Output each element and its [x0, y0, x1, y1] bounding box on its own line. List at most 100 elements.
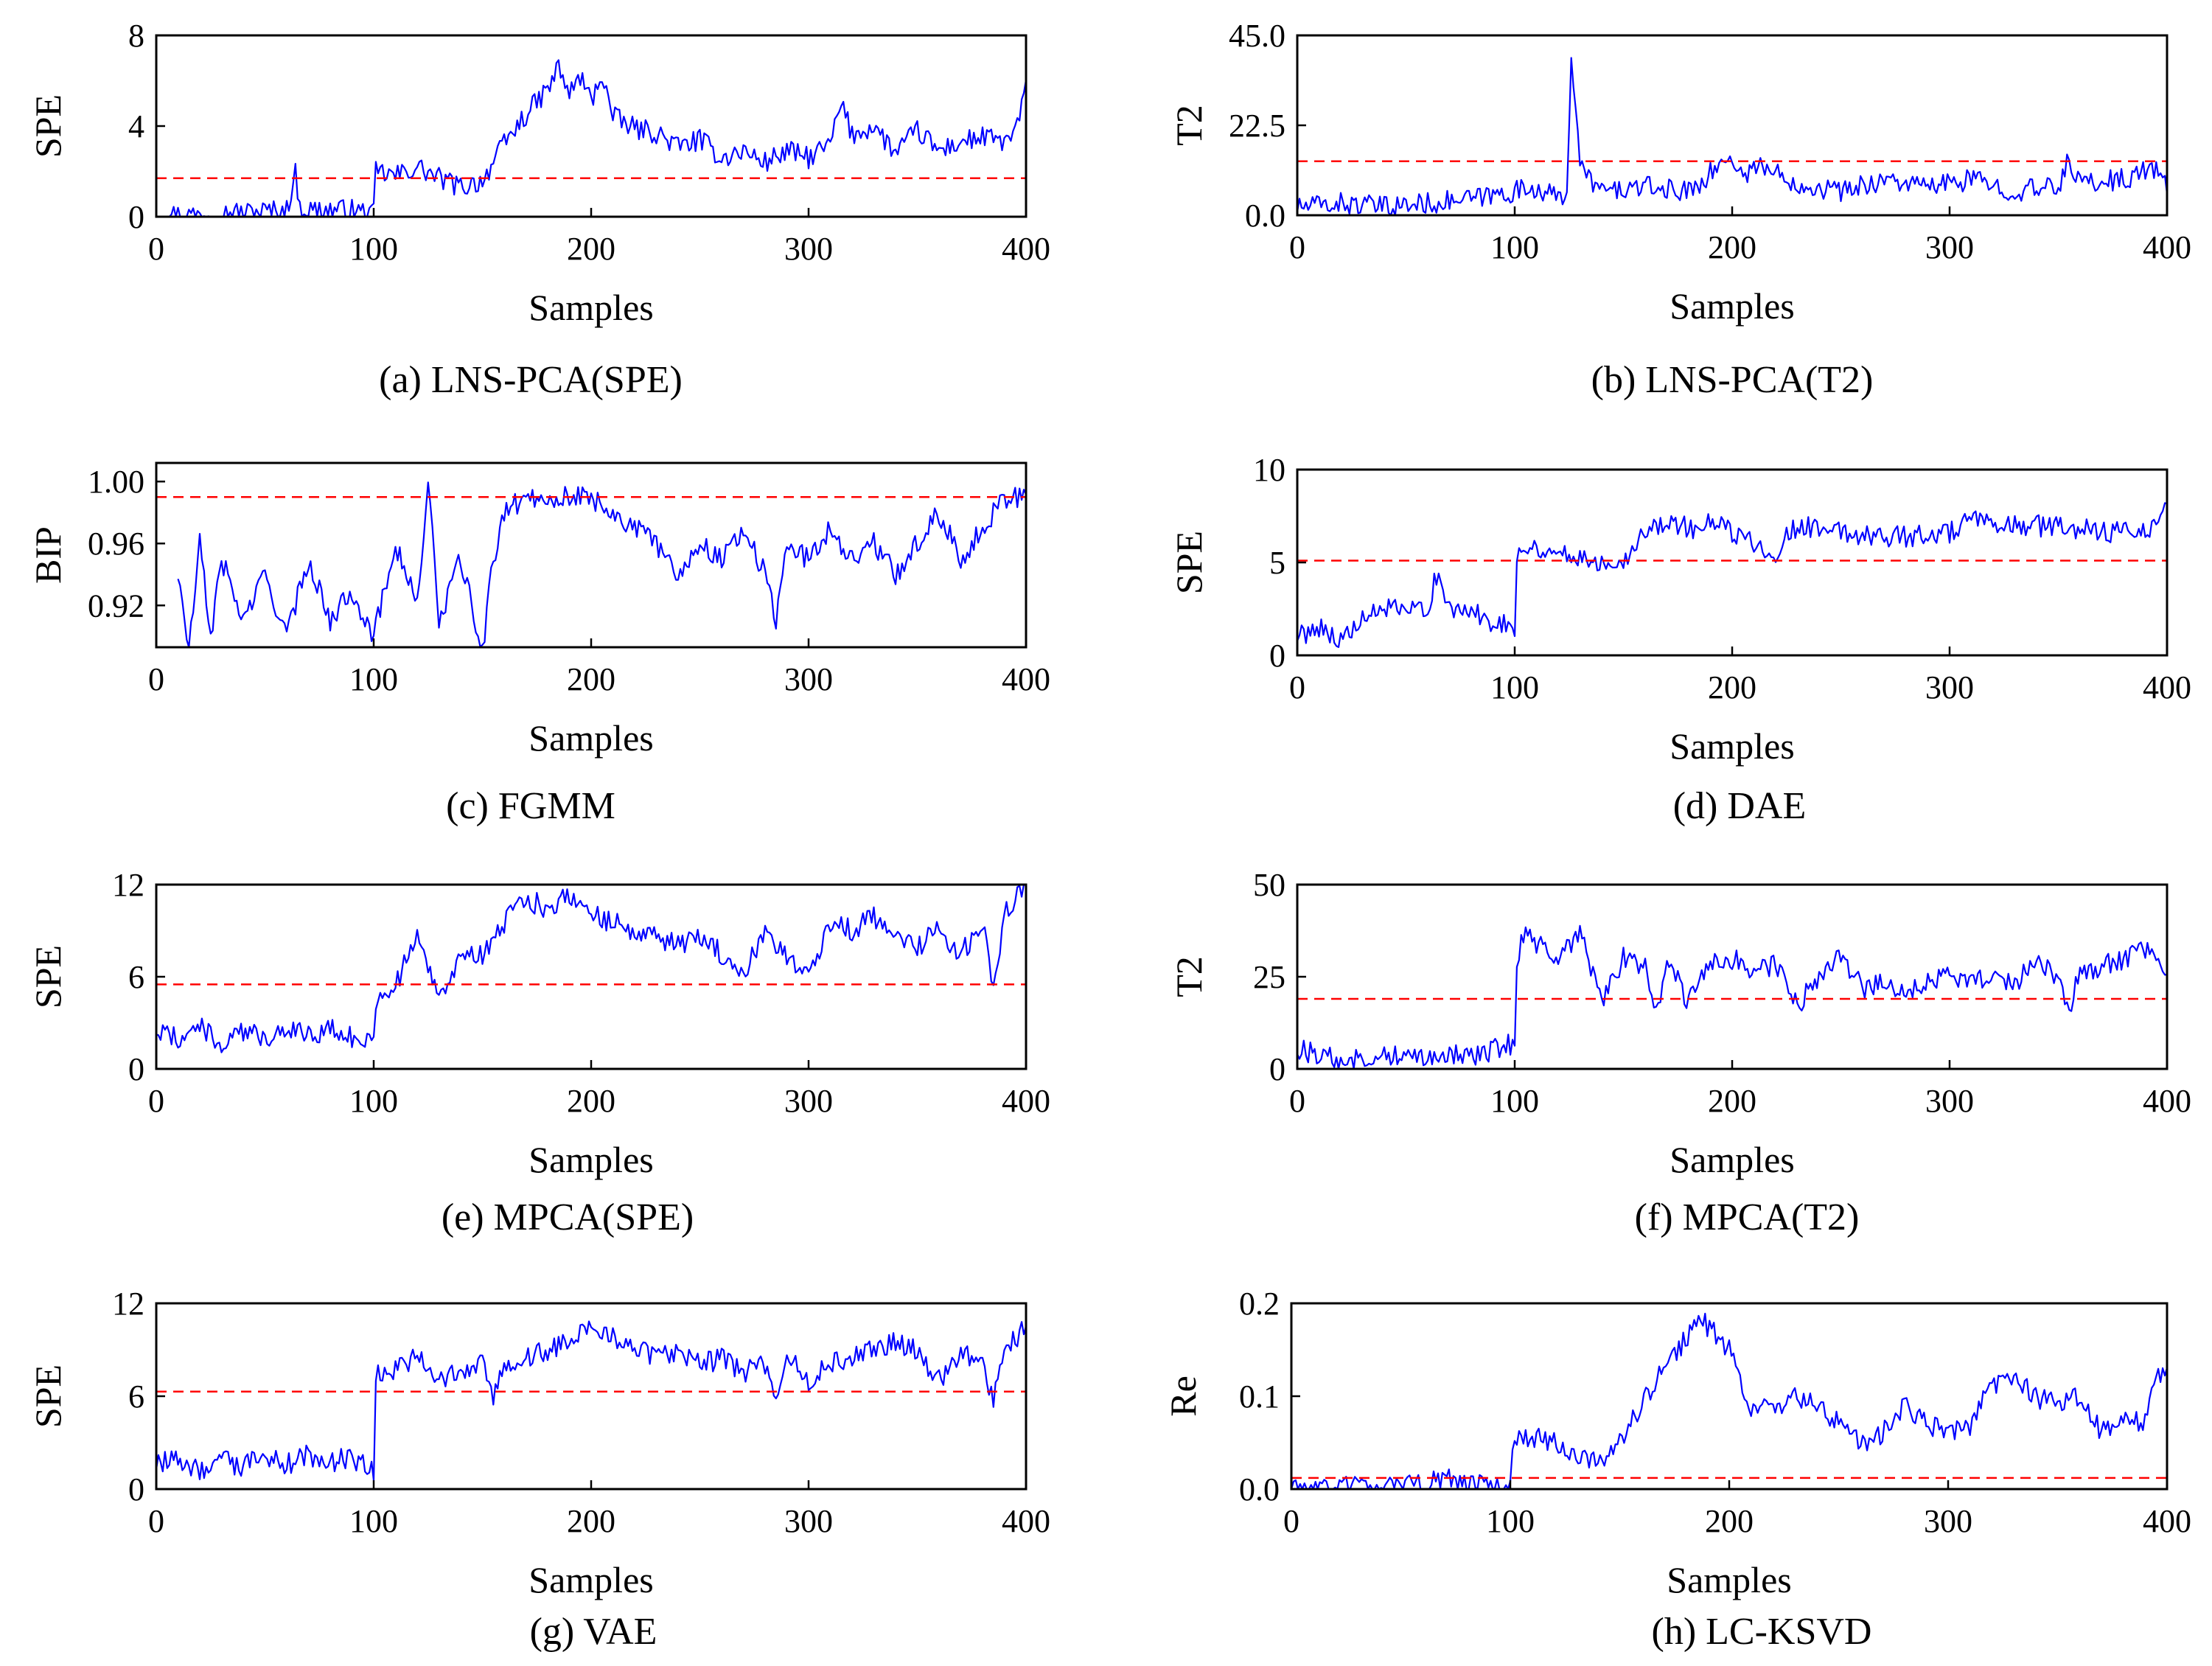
- panel-f-xlabel: Samples: [1670, 1139, 1794, 1180]
- panel-a-xtick-label: 0: [148, 231, 164, 267]
- panel-b-ytick-label: 45.0: [1229, 18, 1285, 54]
- panel-c-xtick-label: 400: [1002, 661, 1050, 697]
- panel-e-caption: (e) MPCA(SPE): [442, 1196, 694, 1238]
- panel-h-xtick-label: 200: [1705, 1503, 1754, 1539]
- panel-d-xtick-label: 0: [1289, 669, 1305, 705]
- panel-e-xtick-label: 400: [1002, 1083, 1050, 1119]
- panel-g-ylabel: SPE: [27, 1364, 69, 1428]
- panel-g-xtick-label: 300: [784, 1503, 833, 1539]
- panel-h-xtick-label: 300: [1924, 1503, 1972, 1539]
- panel-f-ylabel: T2: [1168, 956, 1210, 997]
- panel-b-xtick-label: 400: [2143, 229, 2191, 265]
- panel-b-xtick-label: 100: [1490, 229, 1539, 265]
- panel-b: (b) LNS-PCA(T2) 0 100 200 300 400 0.0 22.5 45.0…: [1168, 18, 2191, 401]
- panel-h-xlabel: Samples: [1667, 1559, 1791, 1600]
- panel-a-xtick-label: 400: [1002, 231, 1050, 267]
- panel-g-plot-frame: [155, 1302, 1028, 1491]
- panel-e: (e) MPCA(SPE) 0 100 200 300 400 0 6 12 Samples SP…: [27, 867, 1050, 1238]
- panel-g-xlabel: Samples: [528, 1559, 653, 1600]
- panel-f: (f) MPCA(T2) 0 100 200 300 400 0 25 50 Samples T2: [1168, 867, 2191, 1238]
- panel-h-series-line: [1291, 1312, 2167, 1489]
- panel-d-ytick-label: 10: [1253, 452, 1285, 488]
- panel-f-xtick-label: 300: [1925, 1083, 1974, 1119]
- panel-c-xlabel: Samples: [528, 717, 653, 759]
- panel-a-xtick-label: 100: [349, 231, 398, 267]
- panel-h-ylabel: Re: [1162, 1376, 1204, 1417]
- panel-g-series-line: [156, 1320, 1026, 1482]
- panel-d-xlabel: Samples: [1670, 725, 1794, 767]
- panel-b-xtick-label: 0: [1289, 229, 1305, 265]
- panel-a-ylabel: SPE: [27, 94, 69, 158]
- panel-c: (c) FGMM 0 100 200 300 400 0.92 0.96 1.00 Sample…: [27, 461, 1050, 827]
- panel-a-plot-frame: [155, 34, 1028, 218]
- panel-c-ytick-label: 0.92: [88, 588, 144, 624]
- panel-e-ylabel: SPE: [27, 945, 69, 1008]
- panel-h-xtick-label: 400: [2143, 1503, 2191, 1539]
- panel-f-ytick-label: 50: [1253, 867, 1285, 903]
- panel-h-ytick-label: 0.2: [1239, 1286, 1280, 1322]
- panel-b-caption: (b) LNS-PCA(T2): [1591, 359, 1874, 401]
- panel-h: (h) LC-KSVD 0 100 200 300 400 0.0 0.1 0.2 Sample…: [1162, 1286, 2191, 1653]
- panel-g-xtick-label: 200: [567, 1503, 615, 1539]
- panel-d-ytick-label: 5: [1269, 545, 1285, 581]
- panel-c-caption: (c) FGMM: [446, 785, 615, 827]
- panel-f-xtick-label: 200: [1708, 1083, 1756, 1119]
- panel-f-ytick-label: 0: [1269, 1051, 1285, 1087]
- panel-e-xtick-label: 300: [784, 1083, 833, 1119]
- panel-c-ytick-label: 0.96: [88, 526, 144, 562]
- panel-d-xtick-label: 400: [2143, 669, 2191, 705]
- panel-e-xlabel: Samples: [528, 1139, 653, 1180]
- panel-a-xlabel: Samples: [528, 287, 653, 328]
- panel-e-xtick-label: 200: [567, 1083, 615, 1119]
- panel-d-ylabel: SPE: [1168, 531, 1210, 594]
- panel-e-xtick-label: 0: [148, 1083, 164, 1119]
- panel-d-xtick-label: 300: [1925, 669, 1974, 705]
- panel-a-xtick-label: 300: [784, 231, 833, 267]
- panel-b-ytick-label: 0.0: [1245, 198, 1285, 234]
- panel-c-ytick-label: 1.00: [88, 464, 144, 500]
- panel-f-series-line: [1297, 924, 2167, 1069]
- panel-e-ytick-label: 0: [128, 1051, 144, 1087]
- panel-h-ytick-label: 0.1: [1239, 1379, 1280, 1415]
- panel-a-caption: (a) LNS-PCA(SPE): [379, 359, 683, 401]
- panel-f-ytick-label: 25: [1253, 959, 1285, 995]
- panel-f-plot-frame: [1296, 883, 2169, 1070]
- panel-c-ylabel: BIP: [27, 526, 69, 584]
- panel-a-xtick-label: 200: [567, 231, 615, 267]
- panel-g-xtick-label: 400: [1002, 1503, 1050, 1539]
- panel-c-xtick-label: 100: [349, 661, 398, 697]
- panel-g-ytick-label: 6: [128, 1379, 144, 1415]
- panel-h-xtick-label: 0: [1283, 1503, 1299, 1539]
- panel-e-ytick-label: 12: [112, 867, 144, 903]
- panel-c-series-line: [177, 481, 1026, 647]
- panel-g-ytick-label: 0: [128, 1471, 144, 1508]
- panel-a: (a) LNS-PCA(SPE) 0 100 200 300 400 0 4 8 Samples…: [27, 18, 1050, 401]
- panel-c-xtick-label: 300: [784, 661, 833, 697]
- panel-g-ytick-label: 12: [112, 1286, 144, 1322]
- panel-b-series-line: [1297, 57, 2167, 215]
- panel-f-xtick-label: 400: [2143, 1083, 2191, 1119]
- panel-c-xtick-label: 200: [567, 661, 615, 697]
- panel-b-plot-frame: [1296, 34, 2169, 217]
- panel-g-xtick-label: 0: [148, 1503, 164, 1539]
- panel-c-plot-frame: [155, 461, 1028, 649]
- panel-e-series-line: [156, 885, 1026, 1053]
- panel-f-xtick-label: 100: [1490, 1083, 1539, 1119]
- panel-h-caption: (h) LC-KSVD: [1652, 1611, 1872, 1653]
- panel-d: (d) DAE 0 100 200 300 400 0 5 10 Samples SPE: [1168, 452, 2191, 827]
- panel-h-plot-frame: [1290, 1302, 2169, 1491]
- panel-b-xtick-label: 300: [1925, 229, 1974, 265]
- panel-a-ytick-label: 8: [128, 18, 144, 54]
- panel-g-caption: (g) VAE: [530, 1611, 657, 1653]
- panel-d-xtick-label: 100: [1490, 669, 1539, 705]
- panel-f-caption: (f) MPCA(T2): [1635, 1196, 1860, 1238]
- panel-c-xtick-label: 0: [148, 661, 164, 697]
- panel-g: (g) VAE 0 100 200 300 400 0 6 12 Samples SPE: [27, 1286, 1050, 1653]
- panel-f-xtick-label: 0: [1289, 1083, 1305, 1119]
- panel-d-caption: (d) DAE: [1673, 785, 1807, 827]
- panel-d-ytick-label: 0: [1269, 638, 1285, 674]
- panel-b-ytick-label: 22.5: [1229, 108, 1285, 144]
- panel-e-plot-frame: [155, 883, 1028, 1070]
- panel-a-series-line: [156, 59, 1026, 217]
